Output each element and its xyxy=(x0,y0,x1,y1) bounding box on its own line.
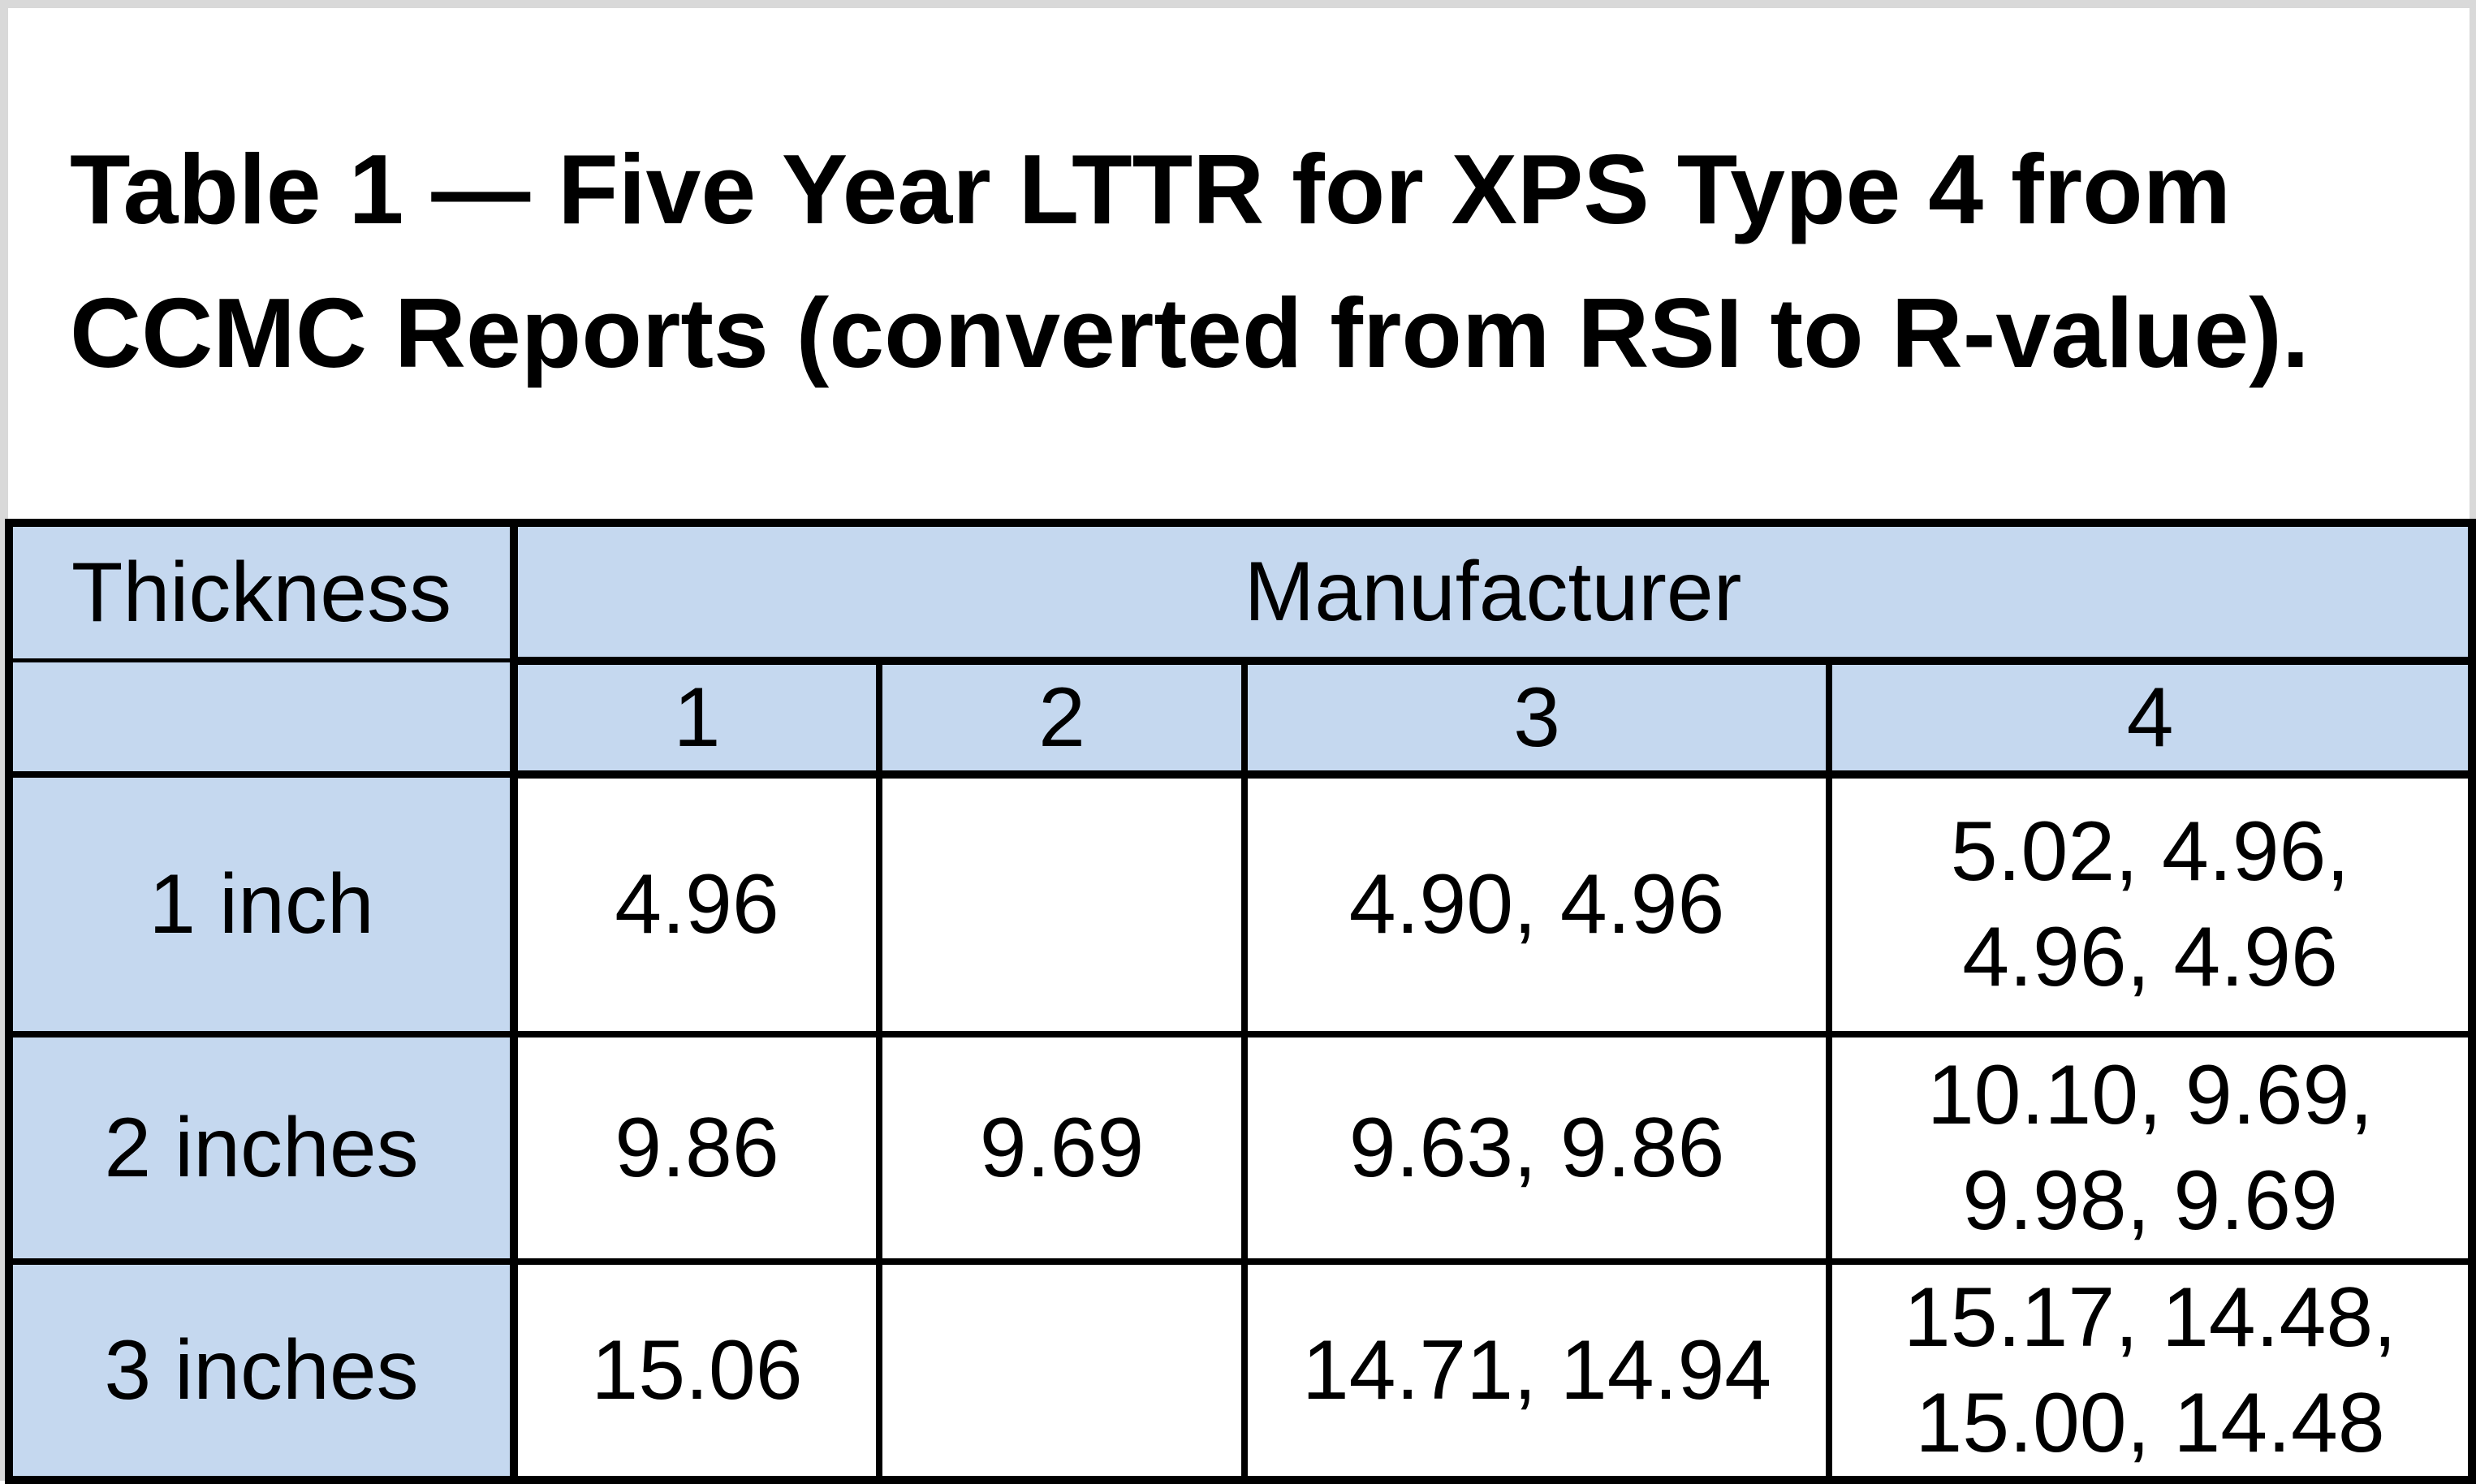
value-cell-m4: 10.10, 9.69, 9.98, 9.69 xyxy=(1825,1030,2476,1265)
blank-header-cell xyxy=(6,658,518,778)
value-cell-m2 xyxy=(876,770,1248,1038)
column-header-3: 3 xyxy=(1241,657,1832,779)
column-header-4: 4 xyxy=(1825,657,2476,779)
value-cell-m2: 9.69 xyxy=(876,1030,1248,1265)
table-row-3-inches: 3 inches 15.06 14.71, 14.94 15.17, 14.48… xyxy=(6,1258,2476,1483)
row-header-thickness: 3 inches xyxy=(6,1258,518,1483)
title-line-1: Table 1 — Five Year LTTR for XPS Type 4 … xyxy=(70,134,2232,244)
title-line-2: CCMC Reports (converted from RSI to R-va… xyxy=(70,277,2310,388)
table-row-2-inches: 2 inches 9.86 9.69 9.63, 9.86 10.10, 9.6… xyxy=(6,1030,2476,1265)
lttr-table: Thickness Manufacturer 1 2 3 4 1 inch 4.… xyxy=(5,518,2476,1484)
header-row-group: Thickness Manufacturer xyxy=(6,518,2476,665)
group-header-manufacturer: Manufacturer xyxy=(510,518,2476,665)
row-header-thickness: 2 inches xyxy=(6,1030,518,1265)
value-cell-m1: 9.86 xyxy=(511,1030,882,1265)
table-row-1-inch: 1 inch 4.96 4.90, 4.96 5.02, 4.96, 4.96,… xyxy=(6,770,2476,1038)
row-header-thickness: 1 inch xyxy=(6,770,518,1038)
column-header-2: 2 xyxy=(876,657,1248,779)
value-cell-m3: 14.71, 14.94 xyxy=(1241,1258,1832,1483)
value-cell-m4: 5.02, 4.96, 4.96, 4.96 xyxy=(1825,770,2476,1038)
value-cell-m1: 4.96 xyxy=(511,770,882,1038)
value-cell-m4: 15.17, 14.48, 15.00, 14.48 xyxy=(1825,1258,2476,1483)
value-cell-m2 xyxy=(876,1258,1248,1483)
corner-header-thickness: Thickness xyxy=(6,519,518,663)
value-cell-m3: 9.63, 9.86 xyxy=(1241,1030,1832,1265)
value-cell-m3: 4.90, 4.96 xyxy=(1241,770,1832,1038)
column-header-1: 1 xyxy=(511,657,882,779)
page-title: Table 1 — Five Year LTTR for XPS Type 4 … xyxy=(8,8,2470,405)
header-row-numbers: 1 2 3 4 xyxy=(6,657,2476,779)
value-cell-m1: 15.06 xyxy=(511,1258,882,1483)
